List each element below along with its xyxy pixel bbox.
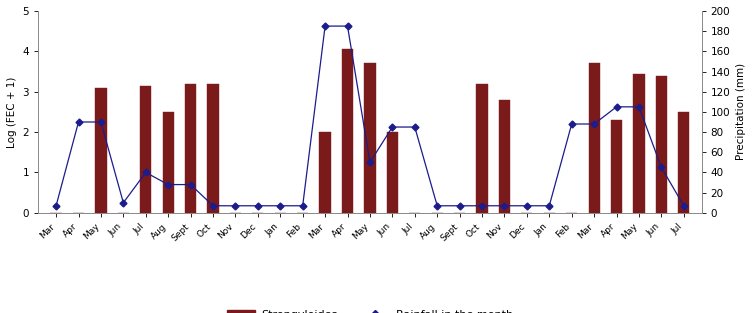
Bar <box>498 100 510 213</box>
Legend: Strongyloidea, Rainfall in the month: Strongyloidea, Rainfall in the month <box>223 305 517 313</box>
Bar <box>656 75 667 213</box>
Bar <box>387 132 398 213</box>
Bar <box>364 64 376 213</box>
Bar <box>589 64 599 213</box>
Bar <box>342 49 353 213</box>
Bar <box>633 74 645 213</box>
Bar <box>96 88 106 213</box>
Bar <box>611 120 622 213</box>
Bar <box>163 112 174 213</box>
Bar <box>678 112 690 213</box>
Y-axis label: Log (FEC + 1): Log (FEC + 1) <box>7 76 17 148</box>
Bar <box>207 84 218 213</box>
Y-axis label: Precipitation (mm): Precipitation (mm) <box>736 63 746 161</box>
Bar <box>319 132 331 213</box>
Bar <box>185 84 197 213</box>
Bar <box>140 86 151 213</box>
Bar <box>477 84 488 213</box>
